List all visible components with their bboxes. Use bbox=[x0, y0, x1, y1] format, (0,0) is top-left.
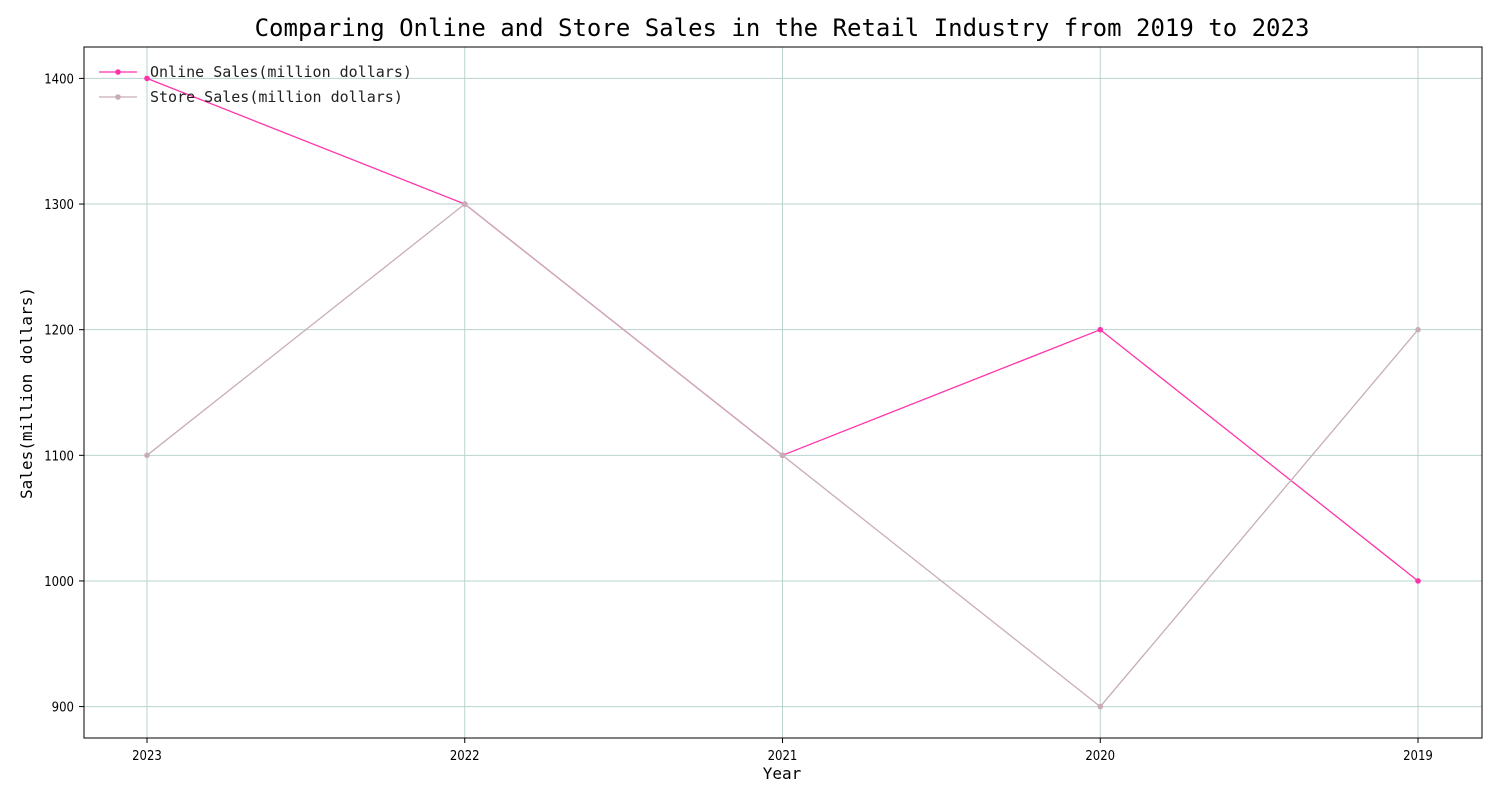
y-tick-label: 1100 bbox=[44, 449, 74, 464]
data-point bbox=[144, 75, 150, 82]
data-point bbox=[1097, 703, 1104, 710]
data-point bbox=[1415, 326, 1421, 333]
legend-label: Store Sales(million dollars) bbox=[150, 88, 403, 106]
legend-label: Online Sales(million dollars) bbox=[150, 63, 412, 81]
y-tick-label: 1400 bbox=[44, 72, 74, 87]
chart-title: Comparing Online and Store Sales in the … bbox=[255, 14, 1310, 42]
y-axis-label: Sales(million dollars) bbox=[17, 287, 36, 499]
data-point bbox=[144, 452, 150, 459]
legend: Online Sales(million dollars) Store Sales… bbox=[99, 63, 412, 106]
x-tick-label: 2019 bbox=[1403, 749, 1433, 764]
y-tick-label: 1300 bbox=[44, 198, 74, 213]
x-tick-label: 2021 bbox=[768, 749, 798, 764]
y-tick-label: 900 bbox=[52, 701, 74, 716]
y-tick-label: 1200 bbox=[44, 324, 74, 339]
x-axis-ticks: 2023 2022 2021 2020 2019 bbox=[132, 738, 1433, 764]
x-axis-label: Year bbox=[763, 764, 802, 783]
x-tick-label: 2020 bbox=[1085, 749, 1115, 764]
data-point bbox=[1097, 326, 1104, 333]
y-axis-ticks: 900 1000 1100 1200 1300 1400 bbox=[44, 72, 84, 716]
legend-swatch-marker bbox=[115, 94, 121, 100]
legend-swatch-marker bbox=[115, 69, 121, 75]
data-point bbox=[779, 452, 786, 459]
x-tick-label: 2022 bbox=[450, 749, 480, 764]
data-point bbox=[461, 201, 468, 207]
y-tick-label: 1000 bbox=[44, 575, 74, 590]
grid-lines bbox=[84, 47, 1482, 738]
series-lines bbox=[144, 75, 1421, 710]
data-point bbox=[1415, 578, 1421, 584]
x-tick-label: 2023 bbox=[132, 749, 162, 764]
